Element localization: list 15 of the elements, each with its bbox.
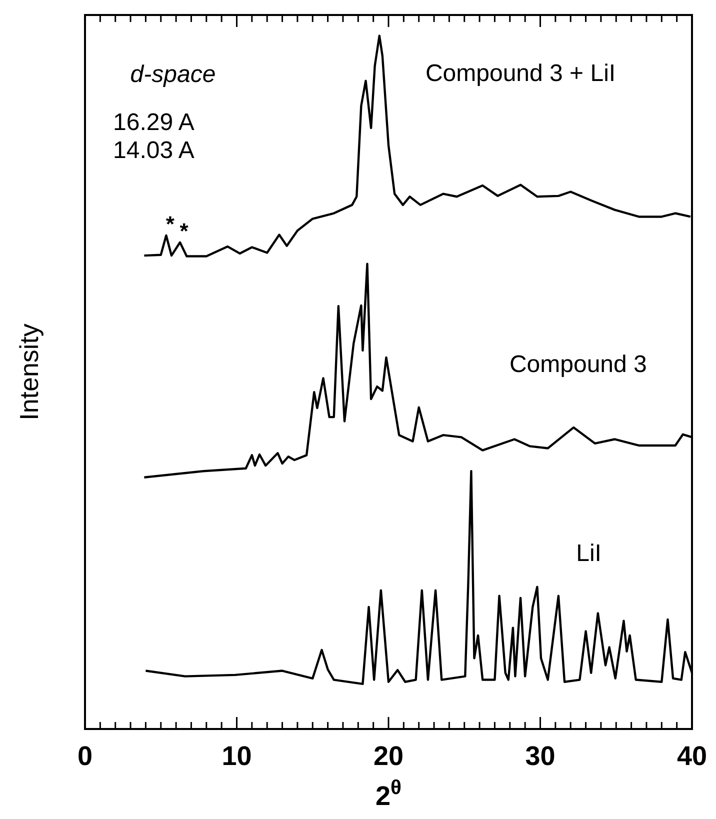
series-label: LiI	[576, 540, 602, 568]
x-tick-label: 20	[373, 741, 404, 771]
x-tick-label: 10	[222, 741, 252, 771]
x-tick-label: 30	[525, 741, 556, 771]
annotation: *	[180, 218, 189, 244]
annotation: 14.03 A	[113, 137, 194, 164]
y-axis-title: Intensity	[14, 324, 44, 420]
x-tick-label: 40	[676, 741, 708, 771]
x-axis-title: 2$^{θ}$	[376, 777, 402, 811]
series-label: Compound 3 + LiI	[425, 60, 616, 87]
text: Compound 3	[509, 351, 647, 378]
annotation: 16.29 A	[113, 109, 194, 136]
x-tick-label: 0	[77, 741, 93, 771]
annotation: *	[166, 211, 175, 236]
annotation: d-space	[130, 61, 216, 88]
